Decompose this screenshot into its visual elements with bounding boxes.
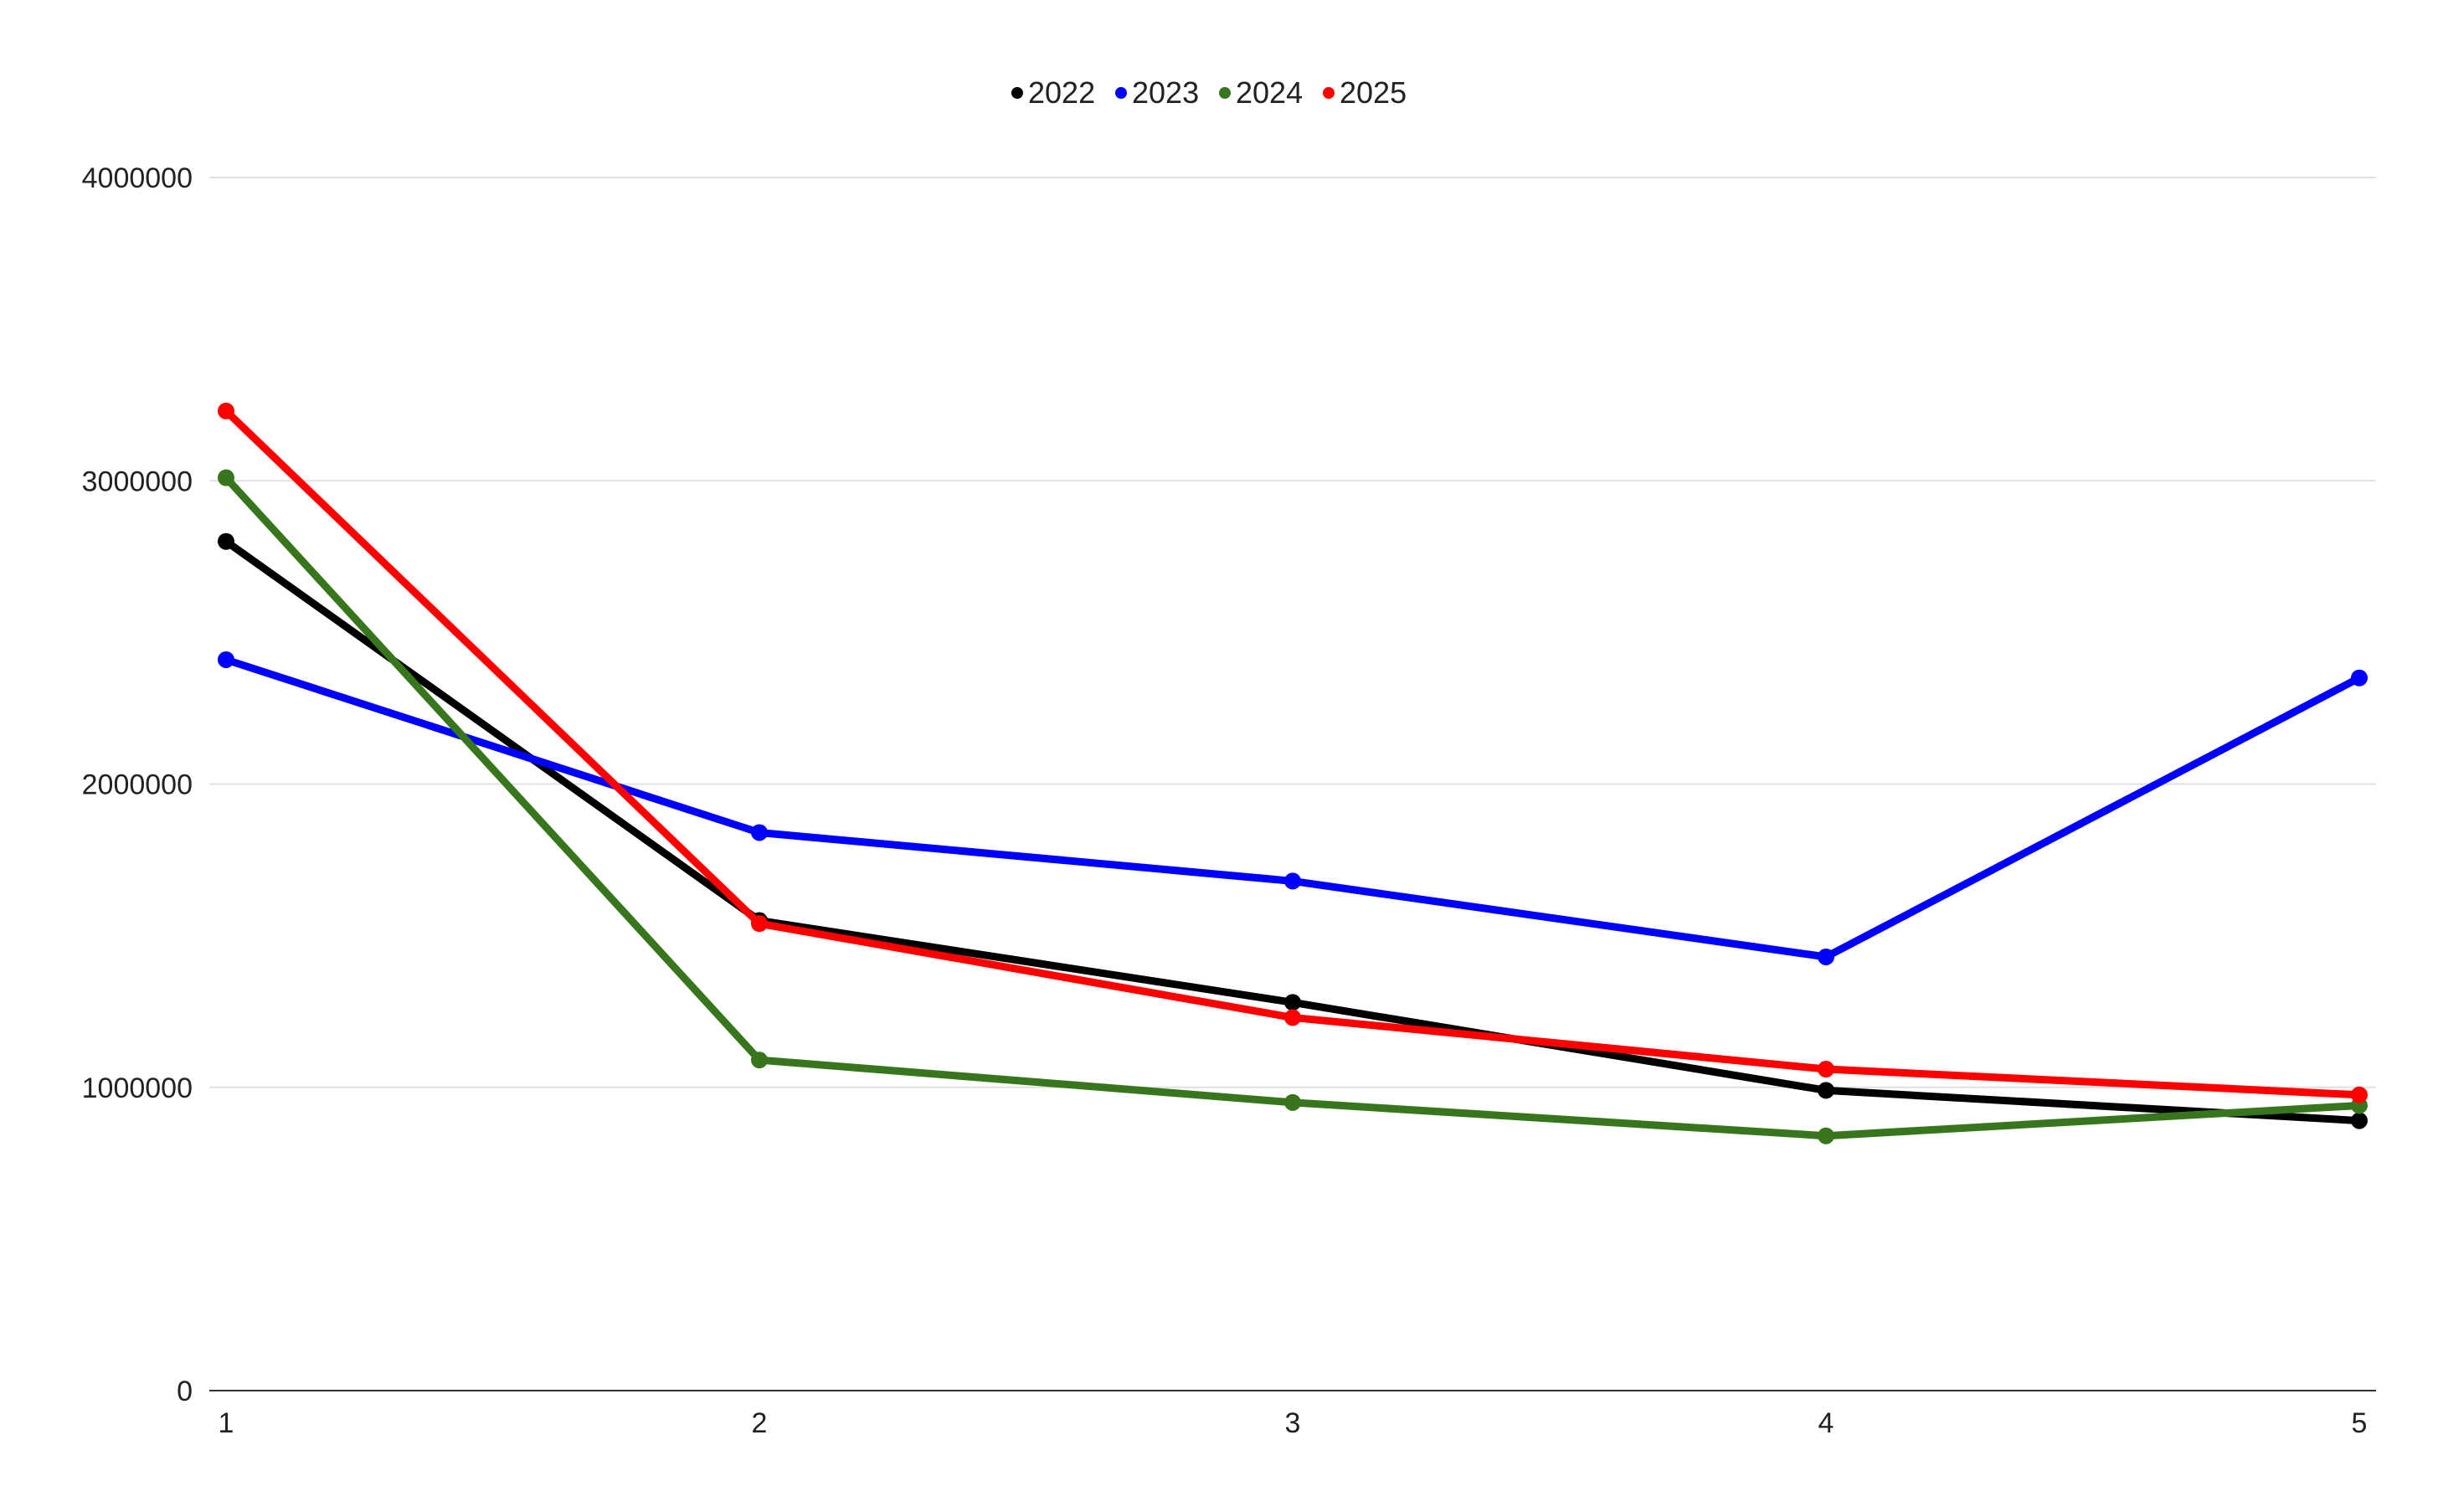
data-point: [2351, 1112, 2368, 1129]
y-tick-label: 1000000: [82, 1072, 193, 1104]
legend-marker: [1219, 87, 1231, 99]
legend-label: 2023: [1132, 75, 1199, 110]
series-line: [222, 407, 2363, 1099]
data-point: [751, 915, 768, 933]
data-point: [1284, 994, 1301, 1011]
axes: 0 1000000 2000000 3000000 4000000 1 2 3 4 5: [82, 162, 2376, 1439]
gridlines: [209, 177, 2376, 1088]
data-point: [2351, 669, 2368, 687]
legend-item-2025: 2025: [1323, 75, 1407, 110]
data-point: [2351, 1086, 2368, 1103]
series-2024: [218, 469, 2368, 1144]
legend-marker: [1115, 87, 1127, 99]
x-tick-label: 2: [752, 1407, 768, 1439]
x-tick-label: 4: [1818, 1407, 1834, 1439]
y-tick-label: 2000000: [82, 769, 193, 801]
data-point: [751, 1052, 768, 1069]
x-tick-label: 1: [219, 1407, 234, 1439]
data-point: [218, 532, 234, 550]
data-point: [1284, 1009, 1301, 1026]
data-point: [1284, 1093, 1301, 1111]
data-point: [1284, 872, 1301, 890]
data-point: [218, 402, 234, 419]
data-point: [1818, 1061, 1834, 1078]
data-point: [1818, 1082, 1834, 1099]
series-line: [222, 474, 2363, 1140]
legend-item-2024: 2024: [1219, 75, 1303, 110]
legend-marker: [1323, 87, 1335, 99]
legend: 2022 2023 2024 2025: [1011, 75, 1407, 110]
legend-label: 2025: [1340, 75, 1407, 110]
y-tick-label: 0: [177, 1376, 193, 1407]
x-tick-label: 3: [1285, 1407, 1301, 1439]
x-tick-label: 5: [2352, 1407, 2368, 1439]
data-point: [1818, 948, 1834, 965]
legend-item-2023: 2023: [1115, 75, 1199, 110]
legend-label: 2022: [1028, 75, 1095, 110]
data-point: [751, 824, 768, 841]
legend-marker: [1011, 87, 1023, 99]
series-2022: [218, 532, 2368, 1129]
data-point: [218, 469, 234, 486]
series-lines: [218, 402, 2368, 1144]
legend-item-2022: 2022: [1011, 75, 1095, 110]
y-tick-label: 3000000: [82, 465, 193, 497]
series-line: [222, 656, 2363, 961]
data-point: [1818, 1127, 1834, 1144]
data-point: [218, 651, 234, 668]
series-2025: [218, 402, 2368, 1103]
legend-label: 2024: [1236, 75, 1303, 110]
y-tick-label: 4000000: [82, 162, 193, 194]
series-2023: [218, 651, 2368, 965]
